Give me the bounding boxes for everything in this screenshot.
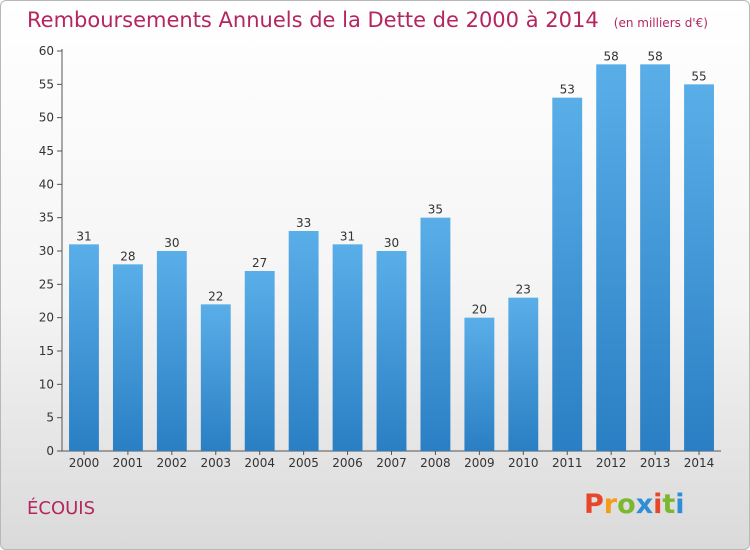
value-label-2000: 31 <box>76 229 91 243</box>
value-label-2003: 22 <box>208 289 223 303</box>
value-label-2013: 58 <box>647 49 662 63</box>
value-label-2012: 58 <box>604 49 619 63</box>
bar-2006 <box>332 244 363 451</box>
bar-2013 <box>640 64 671 452</box>
bar-2004 <box>244 271 275 451</box>
brand-letter: i <box>653 489 663 520</box>
x-tick-label-2012: 2012 <box>596 456 627 470</box>
title-row: Remboursements Annuels de la Dette de 20… <box>27 8 708 32</box>
bar-2012 <box>596 64 627 452</box>
x-tick-label-2014: 2014 <box>684 456 715 470</box>
chart-title: Remboursements Annuels de la Dette de 20… <box>27 8 599 32</box>
bar-2011 <box>552 97 583 452</box>
y-tick-label: 60 <box>39 44 54 58</box>
value-label-2011: 53 <box>560 83 575 97</box>
x-tick-label-2002: 2002 <box>157 456 188 470</box>
proxiti-logo[interactable]: Proxiti <box>584 489 685 520</box>
commune-name: ÉCOUIS <box>27 498 96 519</box>
bar-2014 <box>684 84 714 451</box>
y-tick-label: 20 <box>39 311 54 325</box>
y-tick-label: 30 <box>39 244 54 258</box>
axes: 0 5 10 15 20 25 30 35 40 45 50 55 60 2000 2001 2002 2003… <box>39 44 721 470</box>
value-label-2002: 30 <box>164 236 179 250</box>
value-label-2008: 35 <box>428 203 443 217</box>
y-tick-label: 25 <box>39 277 54 291</box>
x-tick-label-2010: 2010 <box>508 456 539 470</box>
x-tick-label-2001: 2001 <box>113 456 144 470</box>
brand-letter: o <box>617 489 636 520</box>
value-label-2014: 55 <box>691 69 706 83</box>
brand-letter: i <box>675 489 685 520</box>
brand-letter: x <box>635 489 654 520</box>
value-label-2001: 28 <box>120 249 135 263</box>
bar-2003 <box>200 304 231 451</box>
y-tick-label: 40 <box>39 177 54 191</box>
bar-2009 <box>464 317 495 451</box>
value-label-2007: 30 <box>384 236 399 250</box>
x-tick-label-2004: 2004 <box>244 456 275 470</box>
bar-2007 <box>376 251 407 451</box>
bar-2001 <box>112 264 143 451</box>
bar-2002 <box>156 251 187 451</box>
x-tick-label-2007: 2007 <box>376 456 407 470</box>
x-tick-label-2005: 2005 <box>288 456 319 470</box>
brand-letter: t <box>662 489 676 520</box>
brand-letter: r <box>603 489 618 520</box>
y-tick-label: 45 <box>39 144 54 158</box>
y-tick-label: 35 <box>39 211 54 225</box>
y-tick-label: 5 <box>46 411 54 425</box>
y-tick-label: 0 <box>46 444 54 458</box>
bar-2008 <box>420 217 451 451</box>
bar-2010 <box>508 297 539 451</box>
x-tick-label-2013: 2013 <box>640 456 671 470</box>
value-label-2005: 33 <box>296 216 311 230</box>
bars <box>69 64 714 452</box>
x-tick-label-2011: 2011 <box>552 456 583 470</box>
data-labels: 31 28 30 22 27 33 31 30 35 20 23 53 58 58 55 <box>76 49 706 316</box>
y-tick-label: 10 <box>39 377 54 391</box>
bar-2000 <box>69 244 99 451</box>
y-tick-label: 50 <box>39 111 54 125</box>
x-tick-label-2003: 2003 <box>200 456 231 470</box>
x-tick-label-2000: 2000 <box>69 456 100 470</box>
x-tick-label-2009: 2009 <box>464 456 495 470</box>
x-tick-label-2006: 2006 <box>332 456 363 470</box>
value-label-2010: 23 <box>516 283 531 297</box>
x-tick-label-2008: 2008 <box>420 456 451 470</box>
y-tick-label: 55 <box>39 77 54 91</box>
chart-subtitle: (en milliers d'€) <box>613 16 708 30</box>
value-label-2009: 20 <box>472 303 487 317</box>
value-label-2004: 27 <box>252 256 267 270</box>
bar-2005 <box>288 231 319 451</box>
value-label-2006: 31 <box>340 229 355 243</box>
brand-letter: P <box>584 489 604 520</box>
y-tick-label: 15 <box>39 344 54 358</box>
